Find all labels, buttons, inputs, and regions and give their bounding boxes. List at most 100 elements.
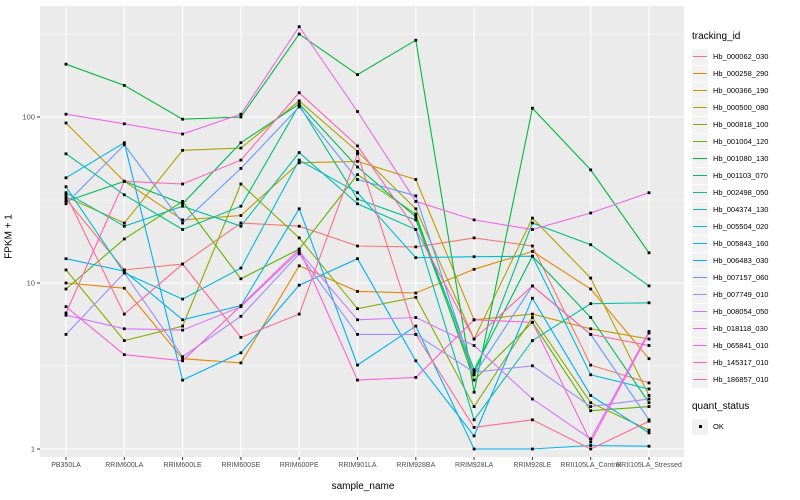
- data-point: [414, 316, 418, 319]
- data-point: [356, 318, 359, 322]
- x-tick-label: RRIM600SE: [221, 462, 261, 469]
- data-point: [589, 444, 593, 447]
- data-point: [414, 245, 418, 249]
- data-point: [531, 312, 534, 316]
- data-point: [181, 221, 184, 225]
- legend-item-Hb_001103_070: Hb_001103_070: [692, 167, 800, 184]
- data-point: [64, 62, 68, 66]
- data-point: [356, 165, 359, 169]
- legend-key-icon: [692, 235, 708, 252]
- data-point: [297, 91, 301, 95]
- data-point: [356, 257, 359, 261]
- data-point: [122, 286, 126, 290]
- legend-item-label: Hb_005843_160: [713, 239, 769, 248]
- legend-item-label: Hb_001080_130: [713, 154, 769, 163]
- data-point: [181, 357, 184, 361]
- data-point: [531, 296, 534, 300]
- x-tick-label: RRII105LA_Stressed: [616, 462, 682, 469]
- data-point: [647, 344, 651, 347]
- data-point: [472, 236, 476, 240]
- legend-item-label: Hb_002498_050: [713, 188, 769, 197]
- x-tick-label: RRIM600LA: [105, 462, 144, 469]
- data-point: [589, 327, 593, 331]
- data-point: [122, 193, 126, 197]
- legend-item-label: Hb_004374_130: [713, 205, 769, 214]
- data-point: [122, 312, 126, 316]
- data-point: [472, 255, 476, 259]
- data-point: [589, 447, 593, 451]
- data-point: [472, 418, 476, 422]
- data-point: [472, 405, 476, 408]
- data-point: [647, 381, 651, 385]
- data-point: [414, 324, 418, 328]
- legend-item-Hb_186857_010: Hb_186857_010: [692, 371, 800, 388]
- legend-key-icon: [692, 320, 708, 337]
- data-point: [297, 161, 301, 165]
- data-point: [356, 363, 359, 367]
- data-point: [356, 378, 359, 382]
- data-point: [64, 313, 68, 317]
- data-point: [472, 390, 476, 394]
- legend-item-label: Hb_000258_290: [713, 69, 769, 78]
- legend-item-Hb_002498_050: Hb_002498_050: [692, 184, 800, 201]
- data-point: [181, 359, 184, 363]
- legend-key-icon: [692, 303, 708, 320]
- data-point: [589, 168, 593, 172]
- data-point: [122, 179, 126, 183]
- data-point: [64, 195, 68, 199]
- data-point: [356, 110, 359, 113]
- legend-item-label: Hb_145317_010: [713, 358, 769, 367]
- legend-item-label: Hb_000366_190: [713, 86, 769, 95]
- data-point: [472, 447, 476, 451]
- data-point: [531, 418, 534, 422]
- legend-item-Hb_007749_010: Hb_007749_010: [692, 286, 800, 303]
- data-point: [414, 38, 418, 42]
- data-point: [414, 215, 418, 219]
- data-point: [531, 397, 534, 401]
- legend-item-Hb_008054_050: Hb_008054_050: [692, 303, 800, 320]
- legend-key-icon: [692, 371, 708, 388]
- data-point: [647, 405, 651, 408]
- data-point: [297, 105, 301, 109]
- data-point: [122, 353, 126, 357]
- data-point: [297, 264, 301, 268]
- data-point: [647, 330, 651, 333]
- legend-key-icon: [692, 269, 708, 286]
- x-tick-label: PB350LA: [51, 462, 81, 469]
- data-point: [239, 266, 243, 270]
- legend-item-Hb_007157_060: Hb_007157_060: [692, 269, 800, 286]
- legend-key-icon: [692, 201, 708, 218]
- y-tick-label: 100: [22, 112, 35, 122]
- data-point: [589, 211, 593, 215]
- data-point: [356, 202, 359, 206]
- data-point: [64, 268, 68, 272]
- data-point: [531, 106, 534, 110]
- data-point: [122, 221, 126, 225]
- data-point: [647, 431, 651, 435]
- data-point: [64, 257, 68, 261]
- data-point: [64, 176, 68, 180]
- data-point: [647, 419, 651, 423]
- data-point: [589, 316, 593, 319]
- data-point: [589, 243, 593, 247]
- x-tick-label: RRIM600PE: [279, 462, 319, 469]
- data-point: [297, 250, 301, 253]
- data-point: [472, 368, 476, 372]
- data-point: [297, 312, 301, 316]
- data-point: [647, 428, 651, 432]
- data-point: [181, 182, 184, 186]
- data-point: [414, 178, 418, 181]
- data-point: [239, 204, 243, 208]
- data-point: [647, 444, 651, 448]
- data-point: [472, 218, 476, 222]
- legend-item-label: Hb_008054_050: [713, 307, 769, 316]
- data-point: [181, 148, 184, 152]
- data-point: [297, 99, 301, 103]
- data-point: [64, 193, 68, 197]
- data-point: [181, 202, 184, 206]
- data-point: [589, 302, 593, 306]
- data-point: [531, 320, 534, 324]
- data-point: [239, 221, 243, 225]
